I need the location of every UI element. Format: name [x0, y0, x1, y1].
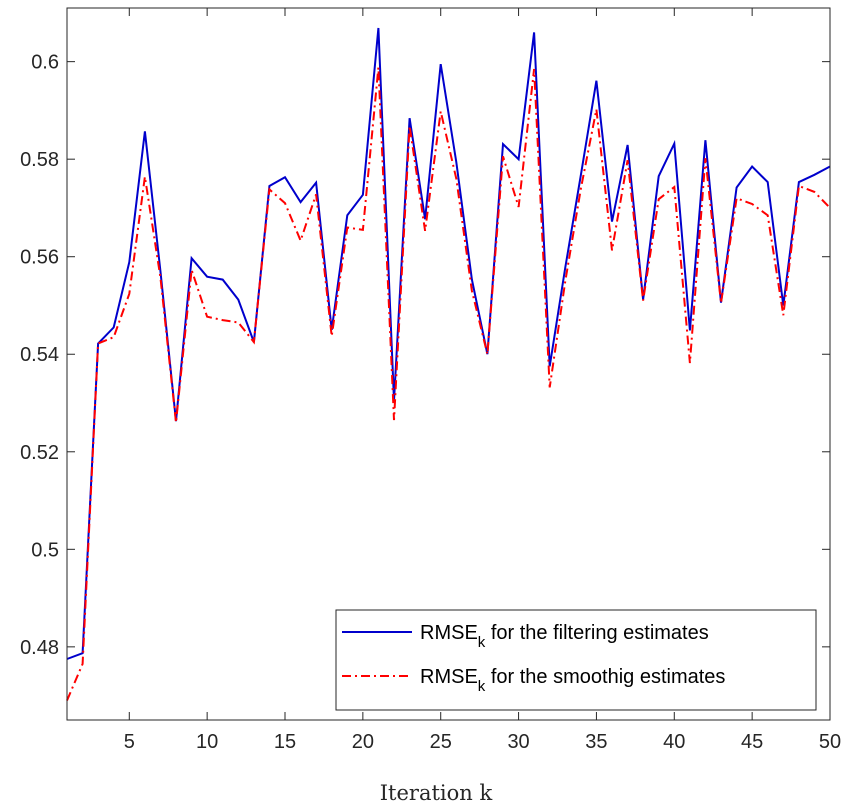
x-tick-label: 40 [663, 731, 685, 753]
y-tick-label: 0.56 [20, 247, 59, 269]
plot-area [66, 27, 831, 701]
y-tick-label: 0.6 [31, 52, 59, 74]
x-tick-label: 35 [585, 731, 607, 753]
series-line-2 [66, 67, 831, 701]
series-line-1 [66, 27, 831, 660]
y-tick-label: 0.52 [20, 442, 59, 464]
x-tick-label: 30 [507, 731, 529, 753]
legend: RMSEk for the filtering estimates RMSEk f… [335, 609, 817, 711]
y-tick-label: 0.54 [20, 344, 59, 366]
y-tick-label: 0.48 [20, 637, 59, 659]
legend-label-1: RMSEk for the filtering estimates [420, 622, 709, 651]
x-tick-label: 10 [196, 731, 218, 753]
x-tick-label: 5 [124, 731, 135, 753]
y-tick-label: 0.58 [20, 149, 59, 171]
x-tick-label: 50 [819, 731, 841, 753]
x-tick-label: 45 [741, 731, 763, 753]
legend-label-2: RMSEk for the smoothig estimates [420, 666, 725, 695]
axes [66, 7, 831, 721]
x-tick-label: 25 [430, 731, 452, 753]
legend-box [335, 609, 817, 711]
x-axis-label: Iteration k [380, 781, 493, 805]
axes-box [66, 7, 831, 721]
x-tick-label: 15 [274, 731, 296, 753]
y-tick-label: 0.5 [31, 539, 59, 561]
tick-labels: 5 10 15 20 25 30 35 40 45 50 0.48 0.5 0.52 0.54 0.56 0.… [20, 52, 841, 753]
x-tick-label: 20 [352, 731, 374, 753]
